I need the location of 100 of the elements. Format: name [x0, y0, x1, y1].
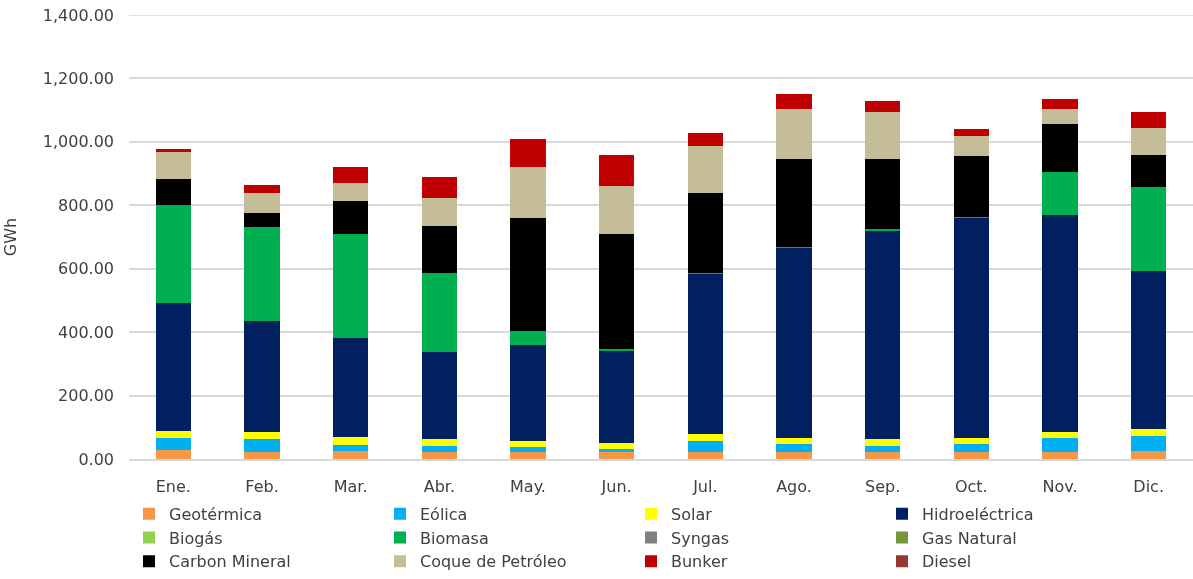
bar — [1130, 451, 1167, 459]
bar — [1130, 435, 1167, 452]
legend-label: Bunker — [671, 552, 728, 572]
bar — [421, 225, 458, 274]
bar — [421, 451, 458, 459]
bar — [776, 444, 812, 453]
legend-label: Geotérmica — [169, 504, 263, 524]
bar — [332, 183, 369, 201]
bar — [687, 132, 724, 147]
bar — [421, 177, 458, 198]
bar — [155, 204, 192, 303]
bar — [155, 149, 192, 153]
bar — [953, 136, 990, 157]
bar — [332, 444, 369, 452]
y-tick-label: 600.00 — [58, 259, 114, 279]
bar — [1042, 172, 1078, 216]
bar — [332, 451, 369, 459]
bar — [687, 146, 724, 193]
bar — [510, 440, 546, 447]
bar — [332, 437, 369, 445]
bar — [864, 230, 901, 439]
bar — [1042, 109, 1078, 125]
bar — [510, 330, 546, 346]
bar — [598, 451, 635, 459]
bar — [332, 234, 369, 339]
bar — [953, 156, 990, 218]
bar — [421, 197, 458, 226]
x-tick-label: Nov. — [1042, 476, 1078, 496]
bar — [864, 438, 901, 446]
bar — [1130, 155, 1167, 188]
bar — [864, 452, 901, 459]
x-tick-label: May. — [510, 476, 546, 496]
bar — [953, 217, 990, 439]
x-tick-label: Dic. — [1133, 476, 1164, 496]
bar — [244, 184, 280, 193]
legend-label: Diesel — [922, 552, 972, 572]
bar — [598, 351, 635, 444]
y-tick-label: 400.00 — [58, 322, 114, 342]
bar — [510, 166, 546, 218]
y-tick-label: 1,400.00 — [42, 5, 114, 25]
bar — [1042, 437, 1078, 452]
bar — [155, 438, 192, 451]
bar — [953, 128, 990, 137]
bar — [421, 352, 458, 440]
y-tick-label: 1,200.00 — [42, 69, 114, 89]
bar — [155, 178, 192, 205]
bar — [155, 450, 192, 459]
bar — [244, 227, 280, 321]
bar — [1042, 124, 1078, 173]
bar — [687, 273, 724, 435]
bar — [421, 273, 458, 353]
bar — [598, 443, 635, 450]
bar — [953, 451, 990, 459]
y-tick-label: 1,000.00 — [42, 132, 114, 152]
bar — [1130, 270, 1167, 430]
bar — [510, 446, 546, 453]
bar — [332, 338, 369, 438]
bar — [510, 217, 546, 331]
bar — [421, 446, 458, 452]
bar — [244, 212, 280, 228]
legend-label: Biogás — [169, 528, 223, 548]
x-tick-label: Ene. — [155, 476, 191, 496]
bar — [598, 185, 635, 234]
bar — [244, 438, 280, 453]
x-tick-label: Feb. — [245, 476, 279, 496]
legend-label: Gas Natural — [922, 528, 1017, 548]
bar — [776, 159, 812, 247]
bar — [332, 200, 369, 235]
legend-label: Syngas — [671, 528, 730, 548]
x-tick-label: Sep. — [865, 476, 901, 496]
x-tick-label: Oct. — [954, 476, 988, 496]
bar — [1042, 99, 1078, 110]
bar — [776, 437, 812, 445]
bar — [421, 439, 458, 447]
legend-label: Eólica — [420, 504, 468, 524]
bar — [776, 93, 812, 110]
bar — [1130, 112, 1167, 128]
bar — [1042, 215, 1078, 433]
y-tick-label: 800.00 — [58, 195, 114, 215]
bar — [155, 302, 192, 432]
bar — [953, 438, 990, 444]
bar — [776, 452, 812, 459]
legend-label: Biomasa — [420, 528, 489, 548]
y-axis-title: GWh — [0, 217, 20, 257]
bar — [1130, 187, 1167, 271]
bar — [510, 452, 546, 459]
bar — [244, 452, 280, 459]
bar — [510, 138, 546, 167]
bar — [598, 449, 635, 452]
legend-label: Coque de Petróleo — [420, 552, 567, 572]
bar — [155, 431, 192, 439]
bar — [687, 434, 724, 442]
bar — [864, 112, 901, 160]
bar — [1042, 432, 1078, 438]
y-tick-label: 200.00 — [58, 386, 114, 406]
x-tick-label: Ago. — [776, 476, 812, 496]
legend-label: Hidroeléctrica — [922, 504, 1034, 524]
x-tick-label: Mar. — [333, 476, 368, 496]
bar — [687, 452, 724, 459]
y-tick-label: 0.00 — [78, 449, 114, 469]
